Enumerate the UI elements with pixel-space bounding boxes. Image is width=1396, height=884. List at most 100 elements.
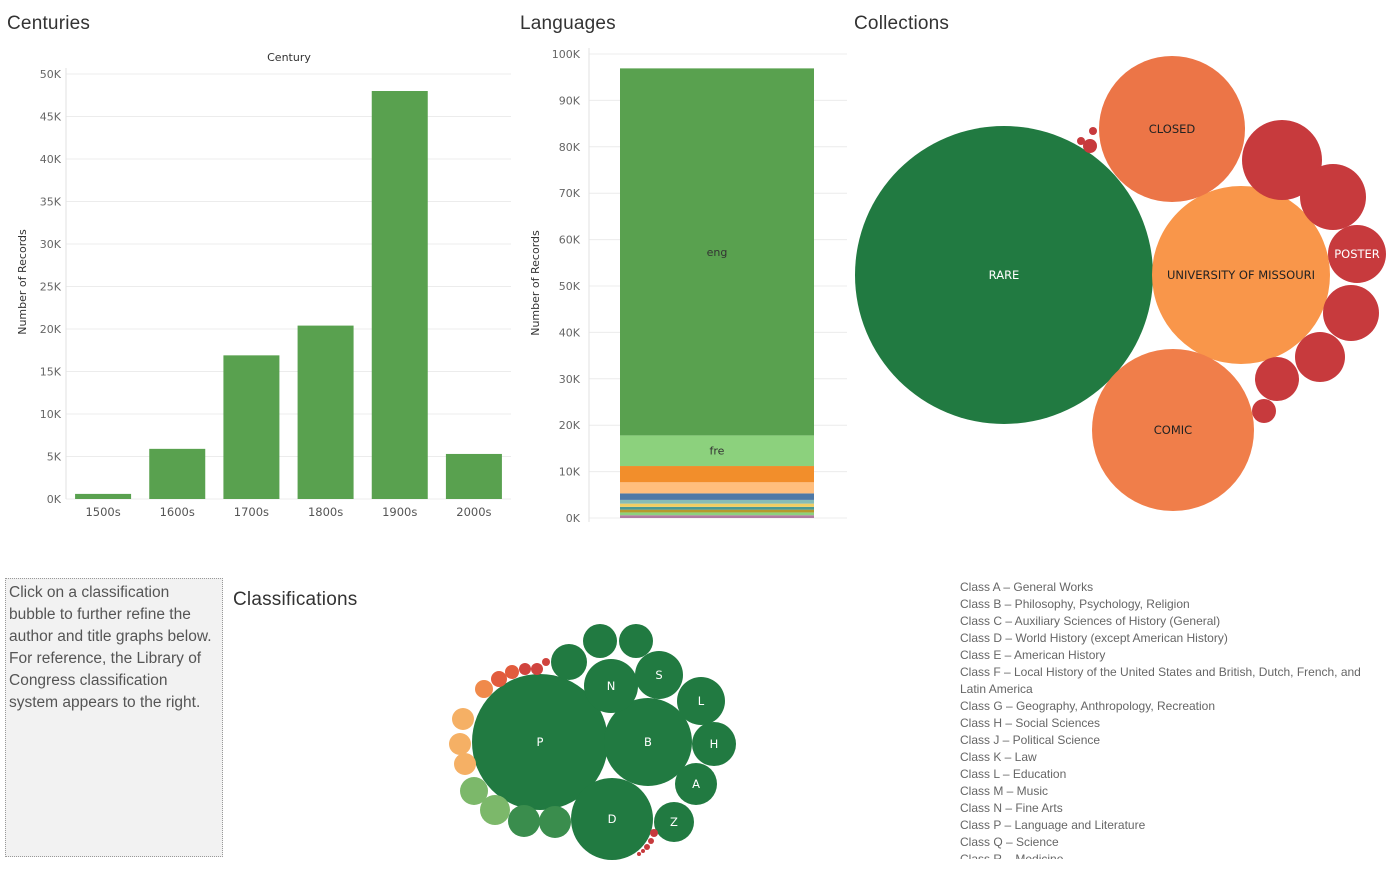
y-tick-label: 0K bbox=[566, 512, 581, 525]
classification-bubble[interactable] bbox=[454, 753, 476, 775]
classification-bubble[interactable] bbox=[449, 733, 471, 755]
bubble-label: UNIVERSITY OF MISSOURI bbox=[1167, 268, 1315, 282]
classification-bubble[interactable] bbox=[675, 763, 717, 805]
y-tick-label: 60K bbox=[559, 234, 581, 247]
bar-1700s[interactable] bbox=[223, 355, 280, 499]
centuries-title: Centuries bbox=[7, 13, 91, 34]
language-segment[interactable] bbox=[620, 493, 814, 500]
language-segment[interactable] bbox=[620, 68, 814, 436]
classification-bubble[interactable] bbox=[539, 806, 571, 838]
classification-bubble[interactable] bbox=[677, 677, 725, 725]
collection-bubble[interactable] bbox=[1328, 225, 1386, 283]
y-tick-label: 50K bbox=[40, 68, 62, 81]
collection-bubble[interactable] bbox=[1099, 56, 1245, 202]
language-segment[interactable] bbox=[620, 512, 814, 516]
collection-bubble[interactable] bbox=[1152, 186, 1330, 364]
collection-bubble[interactable] bbox=[1092, 349, 1254, 511]
language-segment[interactable] bbox=[620, 509, 814, 513]
loc-class-item: Class J – Political Science bbox=[960, 733, 1101, 747]
collection-bubble[interactable] bbox=[1089, 127, 1097, 135]
collection-bubble[interactable] bbox=[1077, 137, 1085, 145]
segment-label: eng bbox=[707, 246, 728, 259]
bubble-label: L bbox=[698, 694, 705, 708]
bar-1500s[interactable] bbox=[75, 493, 132, 499]
classification-bubble[interactable] bbox=[505, 665, 519, 679]
language-segment[interactable] bbox=[620, 482, 814, 494]
classification-bubble[interactable] bbox=[619, 624, 653, 658]
classification-bubble[interactable] bbox=[644, 844, 650, 850]
classification-bubble[interactable] bbox=[584, 659, 638, 713]
classification-bubble[interactable] bbox=[654, 802, 694, 842]
classification-bubble[interactable] bbox=[635, 651, 683, 699]
bar-1800s[interactable] bbox=[297, 325, 354, 499]
classification-bubble[interactable] bbox=[452, 708, 474, 730]
y-tick-label: 35K bbox=[40, 196, 62, 209]
y-tick-label: 10K bbox=[40, 408, 62, 421]
collection-bubble[interactable] bbox=[1323, 285, 1379, 341]
language-segment[interactable] bbox=[620, 503, 814, 507]
loc-class-item: Class L – Education bbox=[960, 767, 1067, 781]
classification-bubble[interactable] bbox=[551, 644, 587, 680]
classification-bubble[interactable] bbox=[604, 698, 692, 786]
classification-bubble[interactable] bbox=[508, 805, 540, 837]
y-tick-label: 45K bbox=[40, 111, 62, 124]
y-tick-label: 50K bbox=[559, 280, 581, 293]
collection-bubble[interactable] bbox=[1300, 164, 1366, 230]
classification-bubble[interactable] bbox=[475, 680, 493, 698]
classification-bubble[interactable] bbox=[650, 829, 658, 837]
loc-class-item: Class P – Language and Literature bbox=[960, 818, 1146, 832]
collection-bubble[interactable] bbox=[1083, 139, 1097, 153]
classification-bubble[interactable] bbox=[460, 777, 488, 805]
language-segment[interactable] bbox=[620, 515, 814, 518]
x-tick-label: 1800s bbox=[308, 505, 343, 519]
collections-bubble-chart[interactable]: RARE UNIVERSITY OF MISSOURI CLOSED COMIC POS… bbox=[840, 40, 1396, 540]
classification-bubble[interactable] bbox=[648, 838, 654, 844]
classification-bubble[interactable] bbox=[583, 624, 617, 658]
y-tick-label: 30K bbox=[559, 373, 581, 386]
collection-bubble[interactable] bbox=[855, 126, 1153, 424]
centuries-bar-chart[interactable]: Century Number of Records 0K 5K 10K 15K 20K 2… bbox=[0, 40, 520, 570]
x-tick-label: 2000s bbox=[456, 505, 491, 519]
collection-bubble[interactable] bbox=[1295, 332, 1345, 382]
language-segment[interactable] bbox=[620, 499, 814, 504]
y-tick-label: 15K bbox=[40, 366, 62, 379]
classification-bubble[interactable] bbox=[519, 663, 531, 675]
bar-2000s[interactable] bbox=[445, 453, 502, 499]
loc-class-item: Class Q – Science bbox=[960, 835, 1059, 849]
y-tick-label: 70K bbox=[559, 187, 581, 200]
languages-stacked-bar-chart[interactable]: Number of Records 0K 10K 20K 30K 40K 50K 60K 70… bbox=[520, 40, 860, 570]
bar-1600s[interactable] bbox=[149, 448, 206, 499]
classification-bubble[interactable] bbox=[491, 671, 507, 687]
loc-class-item: Class D – World History (except American… bbox=[960, 631, 1228, 645]
loc-class-item: Class H – Social Sciences bbox=[960, 716, 1101, 730]
languages-title: Languages bbox=[520, 13, 616, 34]
collection-bubble[interactable] bbox=[1252, 399, 1276, 423]
classification-bubble[interactable] bbox=[641, 849, 645, 853]
classification-bubble[interactable] bbox=[531, 663, 543, 675]
classification-bubble[interactable] bbox=[472, 674, 608, 810]
classification-bubble[interactable] bbox=[480, 795, 510, 825]
language-segment[interactable] bbox=[620, 506, 814, 510]
bubble-label: H bbox=[710, 737, 719, 751]
bar-1900s[interactable] bbox=[371, 91, 428, 499]
loc-class-item: Class A – General Works bbox=[960, 580, 1094, 594]
classification-bubble[interactable] bbox=[637, 852, 641, 856]
classifications-title: Classifications bbox=[233, 589, 358, 610]
classifications-bubble-chart[interactable]: P B D N S L H A Z bbox=[420, 610, 800, 880]
language-segment[interactable] bbox=[620, 466, 814, 483]
classification-bubble[interactable] bbox=[571, 778, 653, 860]
collection-bubble[interactable] bbox=[1242, 120, 1322, 200]
bubble-label: POSTER bbox=[1334, 247, 1380, 261]
loc-class-item: Class F – Local History of the United St… bbox=[960, 665, 1361, 696]
loc-class-item: Class R – Medicine bbox=[960, 852, 1064, 859]
language-segment[interactable] bbox=[620, 435, 814, 467]
y-tick-label: 40K bbox=[559, 326, 581, 339]
collection-bubble[interactable] bbox=[1255, 357, 1299, 401]
classification-bubble[interactable] bbox=[542, 658, 550, 666]
y-tick-label: 90K bbox=[559, 94, 581, 107]
x-tick-label: 1900s bbox=[382, 505, 417, 519]
loc-class-item: Class E – American History bbox=[960, 648, 1106, 662]
x-tick-label: 1500s bbox=[85, 505, 120, 519]
classification-bubble[interactable] bbox=[692, 722, 736, 766]
y-tick-label: 100K bbox=[552, 48, 581, 61]
